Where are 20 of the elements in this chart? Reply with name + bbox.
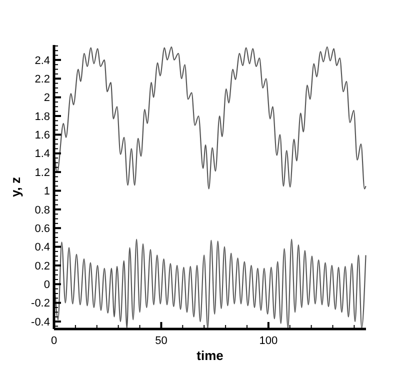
y-tick-label: 0.4 bbox=[34, 242, 50, 254]
x-axis-title: time bbox=[196, 348, 224, 363]
x-tick-label: 50 bbox=[155, 335, 168, 347]
y-tick-label: 0.8 bbox=[34, 204, 50, 216]
y-tick-label: 0 bbox=[44, 279, 50, 292]
y-tick-label: 0.6 bbox=[34, 222, 50, 235]
y-tick-label: 2.2 bbox=[34, 73, 50, 86]
y-tick-label: 2.4 bbox=[34, 54, 50, 67]
y-tick-label: 1.2 bbox=[34, 166, 50, 179]
y-tick-label: -0.4 bbox=[31, 316, 50, 328]
y-tick-label: 1.6 bbox=[34, 130, 50, 142]
x-tick-label: 100 bbox=[259, 335, 278, 347]
y-tick-label: 1.4 bbox=[34, 148, 50, 160]
y-axis-title: y, z bbox=[8, 176, 23, 197]
y-tick-label: -0.2 bbox=[31, 298, 50, 310]
y-tick-label: 0.2 bbox=[34, 260, 50, 272]
line-series bbox=[53, 46, 366, 190]
y-tick-label: 2 bbox=[44, 92, 50, 104]
y-tick-label: 1.8 bbox=[34, 110, 50, 123]
y-tick-label: 1 bbox=[44, 186, 50, 198]
